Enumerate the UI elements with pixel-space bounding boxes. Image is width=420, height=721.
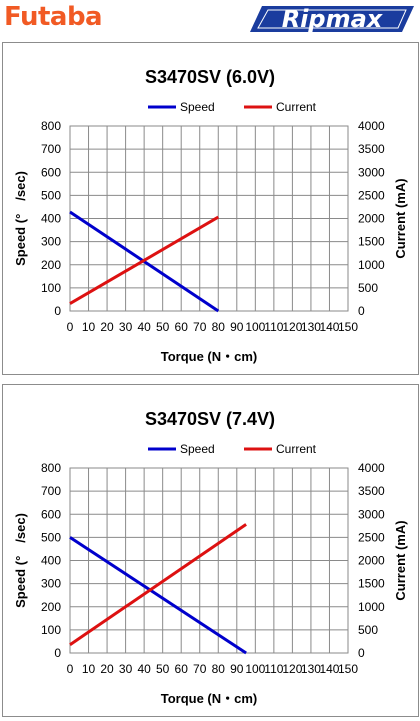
x-tick-label: 40 [137, 320, 151, 334]
x-tick-label: 30 [119, 320, 133, 334]
x-axis-label: Torque (N・cm) [161, 691, 258, 706]
y2-tick-label: 1500 [358, 235, 385, 249]
x-tick-label: 110 [264, 320, 283, 334]
y-tick-label: 200 [41, 600, 61, 614]
y2-axis-label: Current (mA) [393, 520, 408, 600]
y2-tick-label: 500 [358, 281, 378, 295]
series-line-current [69, 523, 247, 646]
y-tick-label: 400 [41, 554, 61, 568]
x-tick-label: 140 [319, 662, 339, 676]
y-tick-label: 700 [41, 484, 61, 498]
x-tick-label: 10 [82, 320, 96, 334]
x-tick-label: 60 [175, 662, 189, 676]
x-tick-label: 30 [119, 662, 133, 676]
y2-tick-label: 3000 [358, 507, 385, 521]
x-tick-label: 0 [67, 662, 74, 676]
plot-area [69, 125, 349, 312]
x-tick-label: 150 [338, 320, 358, 334]
x-tick-label: 140 [319, 320, 339, 334]
x-tick-label: 130 [301, 662, 321, 676]
y2-tick-label: 1000 [358, 600, 385, 614]
x-tick-label: 70 [193, 662, 207, 676]
y-tick-label: 700 [41, 142, 61, 156]
y-tick-label: 600 [41, 507, 61, 521]
x-tick-label: 90 [230, 662, 244, 676]
y-axis-label: Speed (° /sec) [13, 513, 28, 608]
chart-title: S3470SV (6.0V) [145, 67, 275, 87]
header: Futaba Ripmax [0, 0, 420, 40]
x-tick-label: 60 [175, 320, 189, 334]
y-tick-label: 500 [41, 188, 61, 202]
y2-tick-label: 1000 [358, 258, 385, 272]
series-line-speed [69, 536, 247, 655]
x-tick-label: 110 [264, 662, 283, 676]
x-tick-label: 20 [100, 320, 114, 334]
x-tick-label: 150 [338, 662, 358, 676]
y-tick-label: 200 [41, 258, 61, 272]
y2-tick-label: 500 [358, 623, 378, 637]
y2-tick-label: 2000 [358, 554, 385, 568]
y-tick-label: 400 [41, 212, 61, 226]
y2-tick-label: 3500 [358, 142, 385, 156]
y-tick-label: 800 [41, 119, 61, 133]
x-tick-label: 50 [156, 662, 170, 676]
x-tick-label: 120 [282, 662, 302, 676]
x-tick-label: 120 [282, 320, 302, 334]
x-axis-label: Torque (N・cm) [161, 349, 258, 364]
y-tick-label: 500 [41, 530, 61, 544]
chart-panel-6v: S3470SV (6.0V) Speed Current 0 10 20 30 40 50 60 7… [2, 42, 419, 375]
x-tick-label: 90 [230, 320, 244, 334]
x-tick-label: 100 [245, 320, 265, 334]
y-tick-label: 300 [41, 235, 61, 249]
y2-tick-label: 2000 [358, 212, 385, 226]
chart-6v: S3470SV (6.0V) Speed Current 0 10 20 30 40 50 60 7… [13, 67, 408, 364]
x-tick-label: 40 [137, 662, 151, 676]
y2-tick-label: 4000 [358, 119, 385, 133]
y-tick-label: 300 [41, 577, 61, 591]
y-tick-label: 800 [41, 461, 61, 475]
x-tick-label: 20 [100, 662, 114, 676]
chart-title: S3470SV (7.4V) [145, 409, 275, 429]
y2-tick-label: 2500 [358, 188, 385, 202]
y-axis-label: Speed (° /sec) [13, 171, 28, 266]
y2-tick-label: 2500 [358, 530, 385, 544]
y2-tick-label: 0 [358, 646, 365, 660]
x-tick-label: 10 [82, 662, 96, 676]
legend-label-current: Current [276, 442, 317, 456]
y-tick-label: 100 [41, 281, 61, 295]
plot-area [69, 467, 349, 654]
legend-label-speed: Speed [180, 100, 215, 114]
series-line-current [69, 215, 220, 305]
y-tick-label: 600 [41, 165, 61, 179]
y-tick-label: 0 [54, 646, 61, 660]
ripmax-logo: Ripmax [248, 4, 416, 34]
legend-label-current: Current [276, 100, 317, 114]
y-tick-label: 0 [54, 304, 61, 318]
x-tick-label: 100 [245, 662, 265, 676]
y2-tick-label: 3500 [358, 484, 385, 498]
x-tick-label: 70 [193, 320, 207, 334]
legend-label-speed: Speed [180, 442, 215, 456]
ripmax-logo-badge [250, 6, 414, 32]
chart-7v4: S3470SV (7.4V) Speed Current 0 10 20 30 40 50 60 7… [13, 409, 408, 706]
chart-panel-7v4: S3470SV (7.4V) Speed Current 0 10 20 30 40 50 60 7… [2, 384, 419, 717]
y2-axis-label: Current (mA) [393, 178, 408, 258]
x-tick-label: 50 [156, 320, 170, 334]
x-tick-label: 80 [212, 662, 226, 676]
y-tick-label: 100 [41, 623, 61, 637]
y2-tick-label: 0 [358, 304, 365, 318]
futaba-logo: Futaba [4, 2, 103, 32]
y2-tick-label: 1500 [358, 577, 385, 591]
x-tick-label: 80 [212, 320, 226, 334]
y2-tick-label: 3000 [358, 165, 385, 179]
ripmax-logo-text: Ripmax [281, 5, 383, 33]
x-tick-label: 0 [67, 320, 74, 334]
x-tick-label: 130 [301, 320, 321, 334]
y2-tick-label: 4000 [358, 461, 385, 475]
